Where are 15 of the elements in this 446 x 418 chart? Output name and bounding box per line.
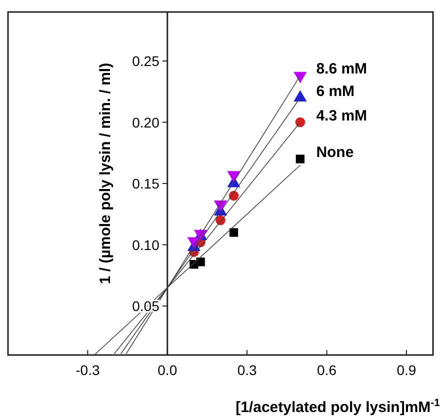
y-tick-label: 0.15 bbox=[132, 176, 160, 192]
series-label: 6 mM bbox=[316, 82, 355, 100]
y-axis-title: 1 / (µmole poly lysin / min. / ml) bbox=[97, 62, 114, 284]
y-tick-label: 0.25 bbox=[132, 53, 160, 69]
series-label: 4.3 mM bbox=[316, 107, 368, 124]
x-axis-title: [1/acetylated poly lysin]mM$^{-1}$ bbox=[236, 397, 440, 416]
y-tick-label: 0.10 bbox=[132, 236, 160, 253]
series-label: 8.6 mM bbox=[316, 60, 368, 78]
x-tick-label: 0.0 bbox=[158, 362, 178, 378]
y-tick-label: 0.20 bbox=[132, 114, 160, 130]
x-tick-label: 0.3 bbox=[237, 362, 258, 378]
x-tick-label: -0.3 bbox=[76, 362, 100, 378]
series-label: None bbox=[316, 144, 354, 161]
x-tick-label: 0.6 bbox=[317, 362, 337, 378]
x-tick-label: 0.9 bbox=[396, 362, 416, 378]
